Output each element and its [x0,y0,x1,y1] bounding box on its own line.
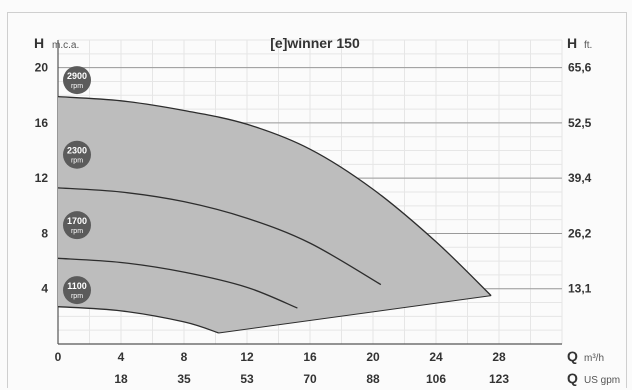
x-tick-label: 16 [303,350,317,364]
curve-2900-rpm [57,96,492,297]
x2-axis-symbol: Q [567,370,578,386]
y-axis-unit: m.c.a. [52,40,79,51]
rpm-badge-unit: rpm [71,228,83,235]
x2-tick-label: 53 [240,372,254,386]
y-tick-label: 12 [35,171,49,185]
x-tick-label: 12 [240,350,254,364]
y-tick-label: 8 [41,226,48,240]
rpm-badge-unit: rpm [71,83,83,90]
rpm-badge-value: 2900 [67,71,87,81]
x-axis-unit: m³/h [584,353,604,364]
y2-tick-label: 65,6 [568,61,592,75]
operating-area [58,96,492,333]
curve-2300-rpm [57,187,382,286]
rpm-badge-value: 2300 [67,146,87,156]
x2-tick-label: 18 [114,372,128,386]
rpm-badge [63,211,91,240]
y2-axis-unit: ft. [584,40,592,51]
chart-frame [7,12,627,388]
x-tick-label: 24 [429,350,443,364]
rpm-badge-unit: rpm [71,158,83,165]
rpm-badge-value: 1700 [67,216,87,226]
y2-tick-label: 26,2 [568,226,592,240]
curve-1700-rpm [57,257,298,309]
rpm-badge [63,66,91,95]
x2-tick-label: 35 [177,372,191,386]
chart-title: [e]winner 150 [270,35,360,51]
y-tick-label: 20 [35,61,49,75]
y2-tick-label: 13,1 [568,282,592,296]
x-tick-label: 8 [181,350,188,364]
rpm-badge-value: 1100 [67,281,87,291]
y-tick-label: 4 [41,282,48,296]
x-tick-label: 4 [118,350,125,364]
x2-tick-label: 88 [366,372,380,386]
rpm-badge [63,140,91,169]
y2-axis-symbol: H [567,35,577,51]
x-tick-label: 20 [366,350,380,364]
x2-tick-label: 106 [426,372,446,386]
x2-tick-label: 123 [489,372,509,386]
curve-1100-rpm [57,306,219,334]
x-axis-symbol: Q [567,348,578,364]
x-tick-label: 0 [55,350,62,364]
x2-axis-unit: US gpm [584,375,620,386]
y2-tick-label: 52,5 [568,116,592,130]
y-tick-label: 16 [35,116,49,130]
y2-tick-label: 39,4 [568,171,592,185]
x2-tick-label: 70 [303,372,317,386]
area-lower-edge [218,295,492,334]
y-axis-symbol: H [34,35,44,51]
rpm-badge-unit: rpm [71,293,83,300]
x-tick-label: 28 [492,350,506,364]
rpm-badge [63,276,91,305]
